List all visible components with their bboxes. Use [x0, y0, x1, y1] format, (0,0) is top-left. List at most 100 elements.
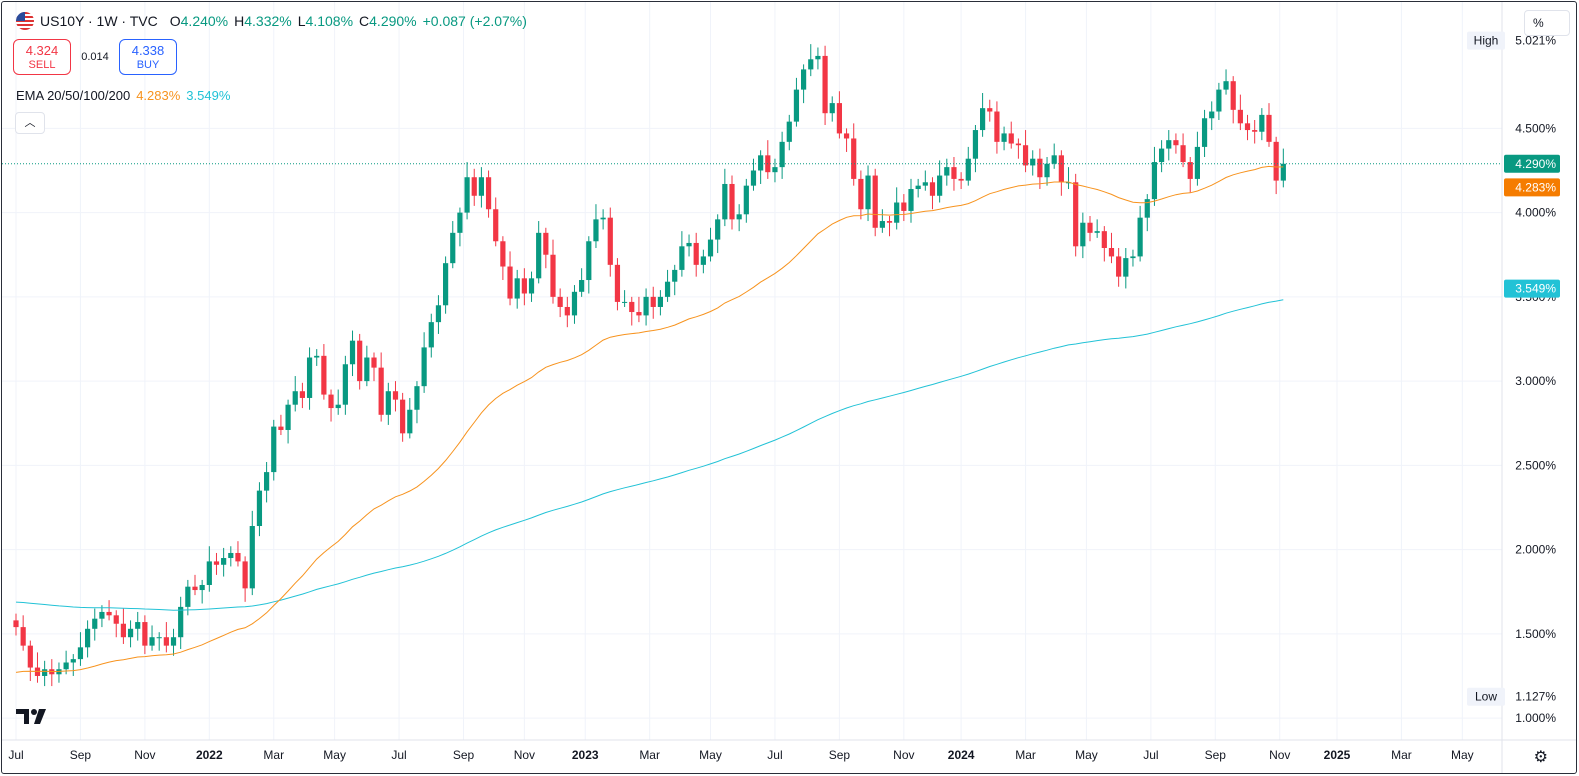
candle — [1044, 157, 1050, 186]
candle — [127, 620, 134, 648]
x-tick-label: Mar — [263, 748, 284, 762]
candle-body — [1180, 145, 1186, 163]
candle-body — [142, 622, 148, 646]
candle — [894, 187, 900, 230]
candle-body — [908, 189, 914, 211]
candle — [664, 269, 671, 302]
candle — [908, 178, 914, 223]
candle-body — [1237, 109, 1243, 124]
y-tick-label: 2.500% — [1515, 458, 1556, 472]
candle — [758, 150, 764, 184]
y-tick-label: 4.000% — [1515, 206, 1556, 220]
low-badge-label-bg — [1467, 687, 1505, 706]
candle — [1166, 130, 1172, 161]
gear-icon[interactable]: ⚙ — [1533, 749, 1548, 766]
candle-body — [600, 217, 606, 220]
candle-body — [1209, 111, 1215, 119]
candle — [77, 632, 84, 666]
candle-body — [1080, 222, 1086, 247]
candle-body — [686, 242, 692, 247]
candle-body — [185, 586, 191, 607]
candle — [156, 632, 162, 651]
ema-cyan-value: 3.549% — [186, 88, 231, 103]
candle — [700, 249, 706, 274]
candle-body — [1001, 133, 1007, 142]
sell-button[interactable]: 4.324 SELL — [13, 39, 71, 75]
candle-body — [135, 622, 141, 629]
candle-body — [1273, 141, 1279, 181]
candle-body — [306, 357, 313, 398]
candle — [192, 574, 198, 596]
x-tick-label: Mar — [1391, 748, 1412, 762]
chevron-up-icon[interactable]: ︿ — [15, 112, 45, 134]
candle — [1252, 119, 1258, 144]
candle-body — [1123, 258, 1129, 277]
candle — [1051, 143, 1057, 169]
candle — [693, 232, 699, 277]
candle — [292, 376, 298, 412]
buy-price: 4.338 — [131, 43, 165, 58]
candle-body — [364, 357, 370, 382]
candle — [1137, 205, 1143, 262]
candle-body — [808, 59, 814, 70]
candle-body — [256, 490, 263, 527]
candle-body — [965, 158, 971, 181]
candle-body — [221, 558, 227, 565]
ema-legend[interactable]: EMA 20/50/100/200 4.283% 3.549% — [16, 88, 230, 103]
candle — [49, 659, 55, 687]
symbol-title[interactable]: US10Y · 1W · TVC — [40, 13, 158, 29]
candle-body — [242, 561, 248, 589]
candle-body — [872, 175, 878, 228]
candle-body — [63, 662, 69, 670]
candle — [951, 157, 957, 191]
candle-body — [972, 130, 979, 159]
candle-body — [1116, 256, 1122, 277]
candle — [221, 547, 227, 577]
candle — [1280, 148, 1286, 188]
candle-body — [392, 391, 399, 400]
candle-body — [1144, 199, 1150, 218]
low-badge-value: 1.127% — [1515, 690, 1556, 704]
candle — [994, 101, 1000, 154]
candle — [1001, 126, 1007, 151]
candle — [944, 158, 950, 186]
candle-body — [507, 266, 513, 299]
candle — [70, 654, 76, 676]
candle-body — [987, 108, 993, 112]
candle-body — [1015, 143, 1021, 146]
candle-body — [493, 209, 499, 242]
candle-body — [170, 637, 177, 646]
candle — [858, 170, 864, 220]
candle-body — [650, 296, 656, 307]
candle-body — [485, 177, 492, 210]
percent-scale-button[interactable]: % — [1524, 10, 1570, 36]
candle — [622, 290, 628, 307]
candle — [1173, 133, 1179, 154]
candle-body — [299, 391, 305, 398]
candle — [1216, 82, 1222, 120]
candle — [915, 178, 921, 198]
candle — [922, 170, 928, 191]
candle — [443, 256, 449, 314]
candle-body — [178, 606, 184, 638]
candle — [271, 419, 277, 481]
candle-body — [1137, 217, 1143, 257]
candle — [464, 162, 470, 220]
tradingview-logo-icon[interactable] — [16, 707, 52, 725]
candle — [786, 114, 792, 151]
candle — [879, 209, 885, 233]
candle-body — [657, 296, 663, 307]
candle — [213, 552, 220, 575]
sell-price: 4.324 — [25, 43, 59, 58]
candle — [543, 227, 549, 269]
candle-body — [743, 185, 749, 215]
candle-body — [285, 404, 291, 430]
candle — [965, 146, 971, 186]
candle — [1094, 219, 1100, 238]
buy-button[interactable]: 4.338 BUY — [119, 39, 177, 75]
candle — [314, 349, 320, 366]
ema-cyan-tag-text: 3.549% — [1515, 282, 1556, 296]
candle — [571, 285, 578, 324]
candle-body — [822, 55, 828, 114]
